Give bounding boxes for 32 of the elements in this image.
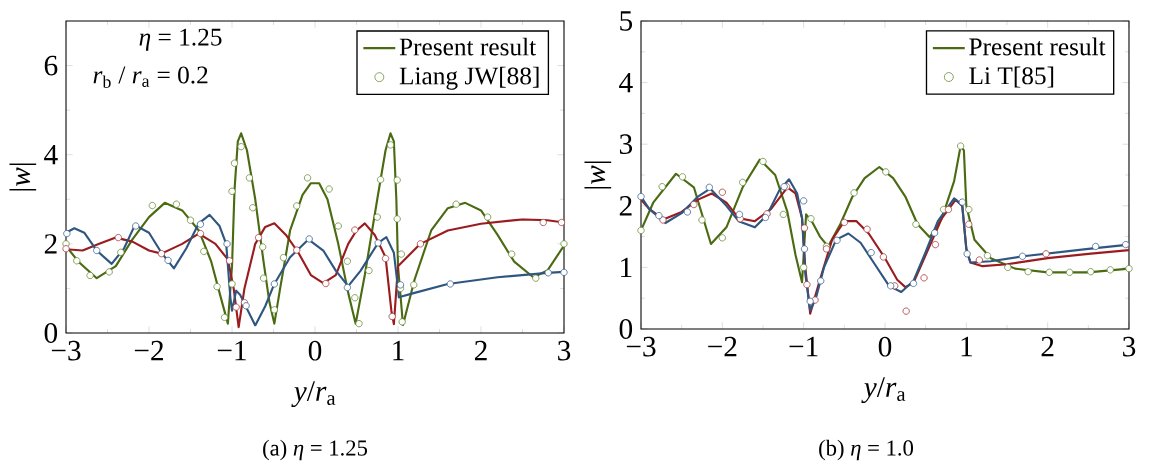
x-tick-label: 3: [558, 340, 571, 361]
y-tick-label: 5: [620, 11, 633, 31]
y-tick-label: 4: [619, 72, 633, 93]
y-tick-label: 2: [44, 234, 57, 254]
y-tick-label: 3: [619, 134, 633, 155]
x-tick-label: 0: [878, 336, 892, 357]
x-tick-label: 1: [393, 340, 404, 361]
y-tick-label: 4: [44, 145, 58, 165]
y-tick-label: 6: [44, 55, 58, 76]
x-tick-label: −2: [134, 340, 163, 361]
y-axis-title: |w|: [584, 161, 612, 189]
annotation: r$_{b}$ / r$_{a}$ = 0.2: [93, 66, 208, 88]
x-tick-label: −2: [708, 336, 737, 357]
x-axis-title: y/r$_{a}$: [291, 381, 336, 407]
legend-label: Present result: [969, 37, 1106, 56]
y-axis-title: |w|: [9, 163, 37, 191]
y-tick-label: 2: [619, 196, 632, 216]
x-tick-label: 2: [1041, 336, 1054, 357]
x-tick-label: 0: [308, 340, 322, 361]
x-axis-title: y/r$_{a}$: [861, 377, 906, 403]
legend-label: Present result: [399, 37, 537, 56]
x-tick-label: 2: [474, 340, 487, 361]
text: (a) η = 1.25: [263, 439, 368, 461]
legend-label: Li T[85]: [969, 66, 1054, 88]
x-tick-label: −1: [217, 340, 246, 361]
x-tick-label: −1: [789, 336, 818, 357]
x-tick-label: 3: [1123, 336, 1136, 357]
x-tick-label: 1: [961, 336, 972, 357]
legend-label: Liang JW[88]: [399, 66, 539, 90]
y-tick-label: 1: [621, 257, 632, 278]
text: (b) η = 1.0: [819, 439, 914, 461]
annotation: η = 1.25: [139, 28, 222, 51]
